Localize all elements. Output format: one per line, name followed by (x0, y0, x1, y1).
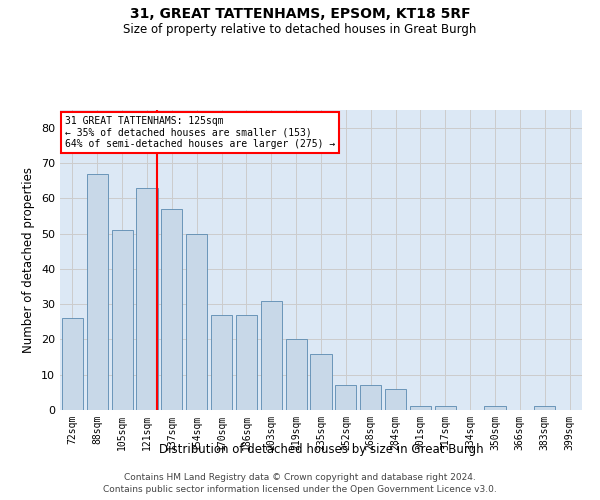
Bar (62, 318, 83, 410)
Bar (360, 386, 381, 410)
Bar (310, 354, 332, 410)
Bar (534, 406, 555, 410)
Bar (261, 300, 282, 410)
Bar (236, 314, 257, 410)
Text: Size of property relative to detached houses in Great Burgh: Size of property relative to detached ho… (124, 22, 476, 36)
Bar (484, 406, 506, 410)
Bar (211, 314, 232, 410)
Bar (112, 230, 133, 410)
Text: 31 GREAT TATTENHAMS: 125sqm
← 35% of detached houses are smaller (153)
64% of se: 31 GREAT TATTENHAMS: 125sqm ← 35% of det… (65, 116, 335, 149)
Text: Distribution of detached houses by size in Great Burgh: Distribution of detached houses by size … (158, 442, 484, 456)
Bar (286, 340, 307, 410)
Bar (335, 386, 356, 410)
Text: Contains HM Land Registry data © Crown copyright and database right 2024.: Contains HM Land Registry data © Crown c… (124, 472, 476, 482)
Text: Contains public sector information licensed under the Open Government Licence v3: Contains public sector information licen… (103, 485, 497, 494)
Bar (136, 188, 158, 410)
Bar (186, 234, 207, 410)
Bar (435, 406, 456, 410)
Bar (87, 174, 108, 410)
Text: 31, GREAT TATTENHAMS, EPSOM, KT18 5RF: 31, GREAT TATTENHAMS, EPSOM, KT18 5RF (130, 8, 470, 22)
Bar (410, 406, 431, 410)
Bar (161, 209, 182, 410)
Bar (385, 389, 406, 410)
Y-axis label: Number of detached properties: Number of detached properties (22, 167, 35, 353)
